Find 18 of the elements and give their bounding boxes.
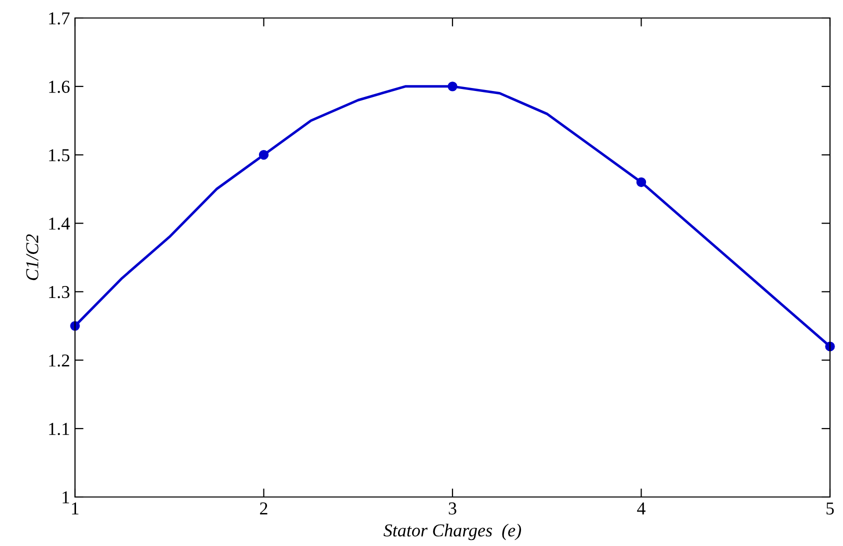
x-tick-label: 2: [260, 502, 268, 514]
y-tick-label: 1.3: [49, 286, 70, 298]
x-tick-label: 4: [637, 502, 646, 514]
point: [636, 177, 646, 188]
point: [258, 150, 269, 160]
y-tick-label: 1.1: [49, 422, 70, 436]
y-axis-title: C1/C2: [26, 234, 38, 280]
x-axis-title: Stator Charges (e): [384, 524, 522, 540]
y-tick-label: 1.7: [49, 12, 70, 25]
x-tick-label: 3: [448, 502, 456, 515]
y-tick-label: 1: [62, 491, 70, 504]
y-tick-label: 1.5: [49, 149, 70, 162]
y-tick-label: 1.2: [49, 354, 70, 367]
x-tick-label: 5: [826, 502, 834, 515]
y-tick-label: 1.6: [49, 80, 70, 93]
point: [448, 82, 458, 92]
y-tick-label: 1.4: [49, 218, 70, 230]
x-tick-label: 1: [72, 502, 78, 514]
